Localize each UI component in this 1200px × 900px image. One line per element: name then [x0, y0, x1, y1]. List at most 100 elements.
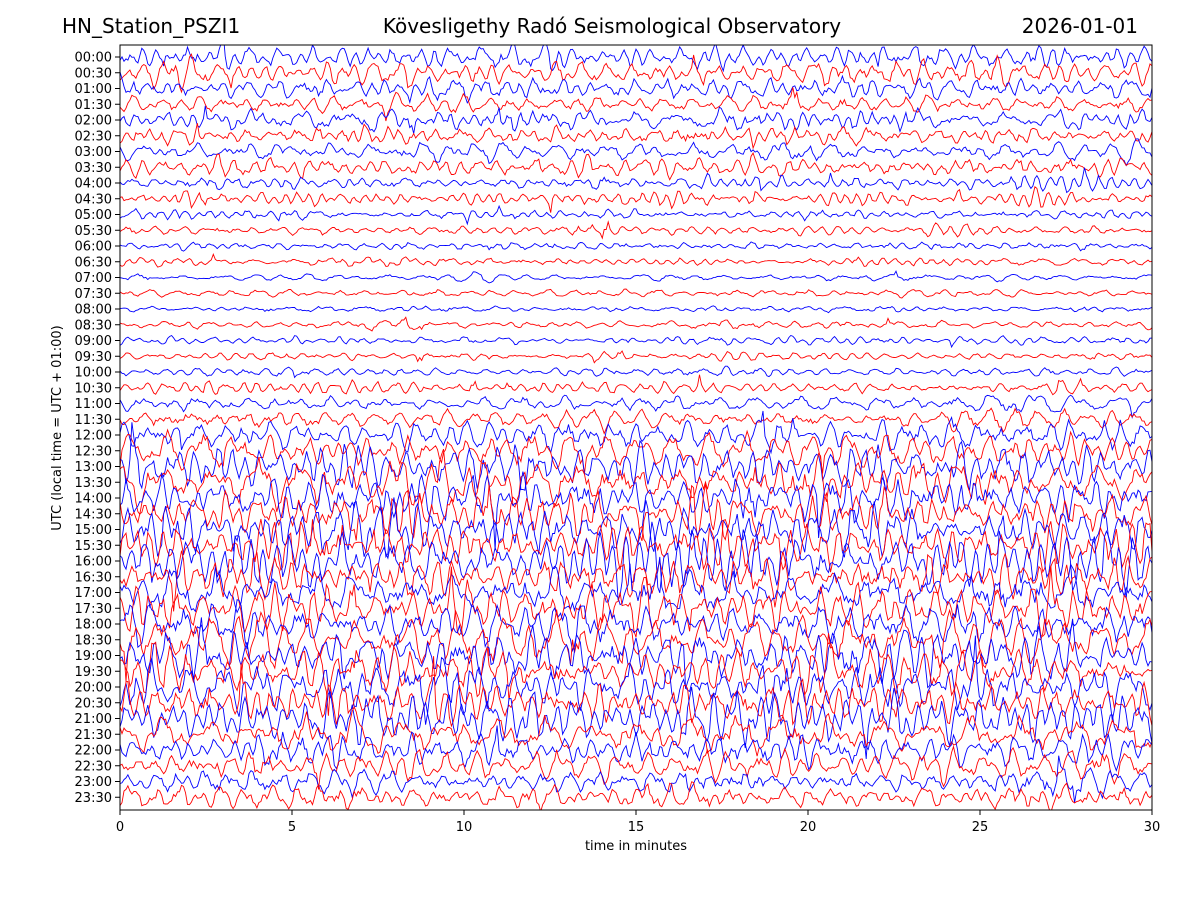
x-tick-label: 0	[116, 820, 124, 835]
trace-line	[120, 635, 1152, 725]
y-tick-label: 14:30	[75, 507, 112, 522]
trace-line	[120, 71, 1152, 105]
trace-line	[120, 167, 1152, 194]
trace-line	[120, 138, 1152, 167]
trace-line	[120, 497, 1152, 559]
trace-line	[120, 599, 1152, 653]
trace-line	[120, 123, 1152, 150]
trace-line	[120, 253, 1152, 268]
trace-line	[120, 565, 1152, 638]
y-tick-label: 17:00	[75, 586, 112, 601]
station-name: HN_Station_PSZI1	[62, 14, 241, 38]
y-tick-label: 12:00	[75, 429, 112, 444]
y-tick-label: 12:30	[75, 444, 112, 459]
trace-line	[120, 394, 1152, 420]
trace-line	[120, 550, 1152, 612]
trace-line	[120, 725, 1152, 772]
x-axis-label: time in minutes	[585, 839, 687, 854]
y-tick-label: 00:30	[75, 66, 112, 81]
chart-date: 2026-01-01	[1021, 14, 1138, 38]
x-tick-label: 10	[456, 820, 473, 835]
trace-line	[120, 521, 1152, 601]
y-tick-label: 06:30	[75, 255, 112, 270]
x-axis: 0 5 10 15 20 25 30	[116, 810, 1160, 835]
y-axis: 00:0000:3001:0001:3002:0002:3003:0003:30…	[75, 51, 120, 806]
y-tick-label: 11:00	[75, 397, 112, 412]
x-tick-label: 25	[972, 820, 989, 835]
y-tick-label: 02:30	[75, 129, 112, 144]
y-tick-label: 03:30	[75, 161, 112, 176]
y-tick-label: 02:00	[75, 114, 112, 129]
trace-group	[120, 45, 1152, 810]
y-tick-label: 09:00	[75, 334, 112, 349]
trace-line	[120, 365, 1152, 379]
y-tick-label: 19:30	[75, 665, 112, 680]
trace-line	[120, 428, 1152, 475]
trace-line	[120, 186, 1152, 213]
y-tick-label: 17:30	[75, 602, 112, 617]
y-tick-label: 07:00	[75, 271, 112, 286]
y-tick-label: 05:00	[75, 208, 112, 223]
trace-line	[120, 410, 1152, 455]
trace-line	[120, 204, 1152, 226]
y-tick-label: 21:30	[75, 728, 112, 743]
y-tick-label: 11:30	[75, 413, 112, 428]
y-tick-label: 19:00	[75, 649, 112, 664]
trace-line	[120, 407, 1152, 435]
chart-title: Kövesligethy Radó Seismological Observat…	[382, 14, 842, 38]
y-tick-label: 13:30	[75, 476, 112, 491]
trace-line	[120, 686, 1152, 760]
y-tick-label: 01:00	[75, 82, 112, 97]
trace-line	[120, 105, 1152, 134]
y-tick-label: 13:00	[75, 460, 112, 475]
trace-line	[120, 705, 1152, 757]
y-tick-label: 10:30	[75, 381, 112, 396]
trace-line	[120, 316, 1152, 332]
y-tick-label: 20:30	[75, 696, 112, 711]
trace-line	[120, 374, 1152, 396]
trace-line	[120, 270, 1152, 284]
y-tick-label: 05:30	[75, 224, 112, 239]
trace-line	[120, 288, 1152, 299]
y-tick-label: 07:30	[75, 287, 112, 302]
trace-line	[120, 448, 1152, 516]
trace-line	[120, 471, 1152, 551]
y-tick-label: 06:00	[75, 240, 112, 255]
y-axis-label: UTC (local time = UTC + 01:00)	[50, 325, 65, 530]
y-tick-label: 04:00	[75, 177, 112, 192]
y-tick-label: 08:30	[75, 318, 112, 333]
y-tick-label: 23:00	[75, 775, 112, 790]
x-tick-label: 20	[800, 820, 817, 835]
trace-line	[120, 53, 1152, 94]
y-tick-label: 18:30	[75, 633, 112, 648]
trace-line	[120, 608, 1152, 682]
y-tick-label: 15:00	[75, 523, 112, 538]
trace-line	[120, 87, 1152, 122]
trace-line	[120, 151, 1152, 181]
x-tick-label: 30	[1144, 820, 1161, 835]
trace-line	[120, 45, 1152, 73]
trace-line	[120, 305, 1152, 314]
trace-line	[120, 755, 1152, 803]
y-tick-label: 22:00	[75, 744, 112, 759]
y-tick-label: 14:00	[75, 492, 112, 507]
y-tick-label: 16:00	[75, 555, 112, 570]
y-tick-label: 21:00	[75, 712, 112, 727]
trace-line	[120, 656, 1152, 728]
trace-line	[120, 350, 1152, 364]
trace-line	[120, 617, 1152, 690]
trace-line	[120, 422, 1152, 492]
trace-line	[120, 483, 1152, 542]
trace-line	[120, 220, 1152, 240]
x-tick-label: 5	[288, 820, 296, 835]
trace-line	[120, 745, 1152, 790]
y-tick-label: 01:30	[75, 98, 112, 113]
y-tick-label: 04:30	[75, 192, 112, 207]
trace-line	[120, 556, 1152, 614]
trace-line	[120, 633, 1152, 716]
y-tick-label: 09:30	[75, 350, 112, 365]
y-tick-label: 16:30	[75, 570, 112, 585]
y-tick-label: 18:00	[75, 618, 112, 633]
y-tick-label: 03:00	[75, 145, 112, 160]
trace-line	[120, 241, 1152, 252]
